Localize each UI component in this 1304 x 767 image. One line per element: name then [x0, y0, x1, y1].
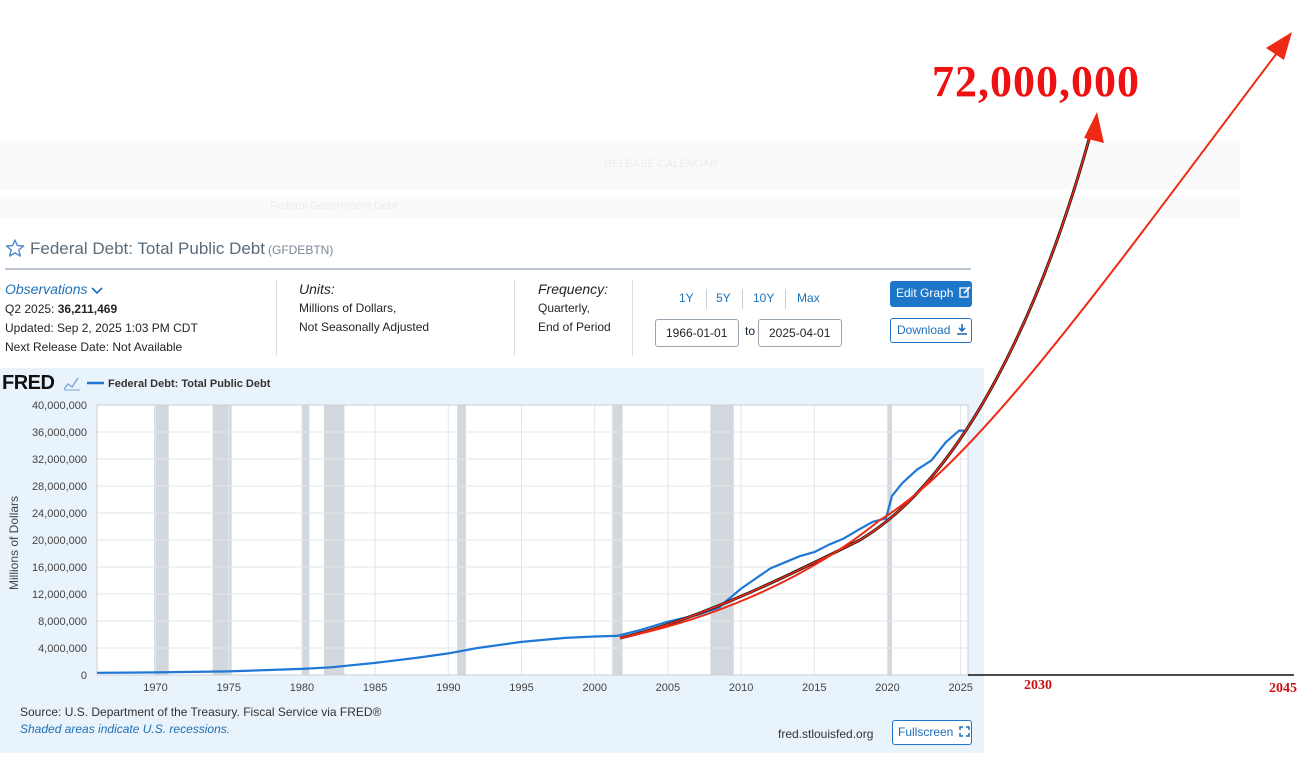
observation-latest: Q2 2025: 36,211,469 — [5, 300, 265, 319]
range-1y-button[interactable]: 1Y — [679, 291, 694, 305]
fullscreen-button[interactable]: Fullscreen — [892, 720, 972, 745]
y-tick-label: 0 — [81, 670, 87, 682]
end-date-input[interactable]: 2025-04-01 — [758, 319, 842, 347]
x-tick-label: 2025 — [948, 682, 972, 694]
source-text: Source: U.S. Department of the Treasury.… — [20, 705, 382, 719]
divider — [276, 280, 277, 356]
range-10y-button[interactable]: 10Y — [753, 291, 775, 305]
fred-logo-text: FRED — [2, 372, 55, 394]
updated-text: Updated: Sep 2, 2025 1:03 PM CDT — [5, 321, 198, 335]
units-line1: Millions of Dollars, — [299, 301, 397, 315]
download-button[interactable]: Download — [890, 318, 972, 343]
recession-note: Shaded areas indicate U.S. recessions. — [20, 722, 231, 736]
legend-label: Federal Debt: Total Public Debt — [108, 378, 271, 390]
x-tick-label: 1975 — [217, 682, 241, 694]
series-title-text: Federal Debt: Total Public Debt — [30, 239, 265, 258]
edit-icon — [959, 286, 971, 298]
series-line — [96, 429, 965, 674]
projection-curve-red-gentle — [619, 44, 1284, 639]
arrowhead-2045 — [1266, 32, 1292, 60]
fullscreen-icon — [958, 726, 970, 737]
x-tick-label: 2000 — [582, 682, 606, 694]
faded-release-calendar: RELEASE CALENDAR — [604, 158, 718, 170]
y-tick-label: 12,000,000 — [32, 589, 87, 601]
y-tick-label: 24,000,000 — [32, 508, 87, 520]
y-tick-label: 36,000,000 — [32, 427, 87, 439]
download-label: Download — [897, 323, 951, 337]
frequency-line1: Quarterly, — [538, 301, 590, 315]
x-axis-ticks: 1970 1975 1980 1985 1990 1995 2000 2005 2010 2015… — [143, 682, 973, 694]
chevron-down-icon — [91, 287, 103, 294]
x-tick-label: 2020 — [875, 682, 899, 694]
observations-toggle[interactable]: Observations — [5, 280, 265, 300]
divider — [632, 280, 633, 356]
range-5y-button[interactable]: 5Y — [716, 291, 731, 305]
range-max-button[interactable]: Max — [797, 291, 820, 305]
y-axis-label: Millions of Dollars — [7, 496, 21, 590]
units-panel: Units: Millions of Dollars, Not Seasonal… — [299, 280, 499, 337]
faded-breadcrumb: Federal Government Debt — [270, 200, 398, 212]
projection-curve-red-steep — [619, 124, 1094, 639]
frequency-label: Frequency: — [538, 281, 609, 297]
faded-breadcrumb-band — [0, 196, 1240, 218]
units-label: Units: — [299, 281, 335, 297]
y-tick-label: 32,000,000 — [32, 454, 87, 466]
frequency-line2: End of Period — [538, 320, 611, 334]
star-icon[interactable] — [5, 238, 25, 258]
edit-graph-button[interactable]: Edit Graph — [890, 281, 972, 307]
observations-label: Observations — [5, 281, 88, 297]
x-tick-label: 1985 — [363, 682, 387, 694]
x-tick-label: 1990 — [436, 682, 460, 694]
fullscreen-label: Fullscreen — [898, 725, 954, 739]
projection-value-label: 72,000,000 — [932, 57, 1140, 106]
observation-period: Q2 2025: — [5, 302, 55, 316]
units-line2: Not Seasonally Adjusted — [299, 320, 430, 334]
x-tick-label: 2005 — [656, 682, 680, 694]
divider — [514, 280, 515, 356]
y-tick-label: 20,000,000 — [32, 535, 87, 547]
y-tick-label: 8,000,000 — [38, 616, 87, 628]
x-tick-label: 2010 — [729, 682, 753, 694]
fred-url[interactable]: fred.stlouisfed.org — [778, 727, 874, 741]
grid-lines — [96, 404, 969, 676]
observation-value: 36,211,469 — [57, 302, 118, 316]
series-header: Federal Debt: Total Public Debt (GFDEBTN) — [5, 238, 971, 270]
x-tick-label: 1970 — [143, 682, 167, 694]
range-separator — [785, 289, 786, 309]
series-title: Federal Debt: Total Public Debt (GFDEBTN) — [30, 239, 333, 259]
y-tick-label: 16,000,000 — [32, 562, 87, 574]
y-tick-label: 40,000,000 — [32, 400, 87, 412]
x-tick-label: 1980 — [290, 682, 314, 694]
start-date-input[interactable]: 1966-01-01 — [655, 319, 739, 347]
faded-header-band — [0, 140, 1240, 190]
chart-icon — [63, 377, 80, 391]
range-separator — [742, 289, 743, 309]
frequency-panel: Frequency: Quarterly, End of Period — [538, 280, 628, 337]
fred-logo: FRED — [2, 372, 55, 395]
y-tick-label: 4,000,000 — [38, 643, 87, 655]
series-id: (GFDEBTN) — [267, 243, 334, 257]
plot-border — [96, 404, 969, 676]
y-axis-ticks: 0 4,000,000 8,000,000 12,000,000 16,000,000 2… — [32, 400, 87, 682]
x-tick-label: 1995 — [509, 682, 533, 694]
series-lines — [96, 429, 965, 674]
download-icon — [956, 324, 967, 335]
projection-year-2030: 2030 — [1024, 678, 1052, 693]
range-separator — [706, 289, 707, 309]
observations-panel: Observations Q2 2025: 36,211,469 Updated… — [5, 280, 265, 357]
x-tick-label: 2015 — [802, 682, 826, 694]
projection-year-2045: 2045 — [1269, 681, 1297, 696]
arrowhead-2030 — [1084, 112, 1104, 143]
chart-legend: Federal Debt: Total Public Debt — [87, 378, 271, 390]
edit-graph-label: Edit Graph — [896, 286, 954, 300]
y-tick-label: 28,000,000 — [32, 481, 87, 493]
to-label: to — [745, 324, 756, 338]
next-release-text: Next Release Date: Not Available — [5, 340, 183, 354]
